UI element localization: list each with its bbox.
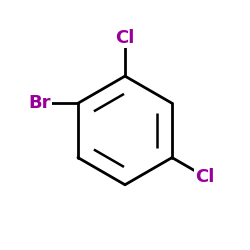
Text: Cl: Cl — [195, 168, 215, 186]
Text: Cl: Cl — [115, 29, 135, 47]
Text: Br: Br — [29, 94, 51, 112]
